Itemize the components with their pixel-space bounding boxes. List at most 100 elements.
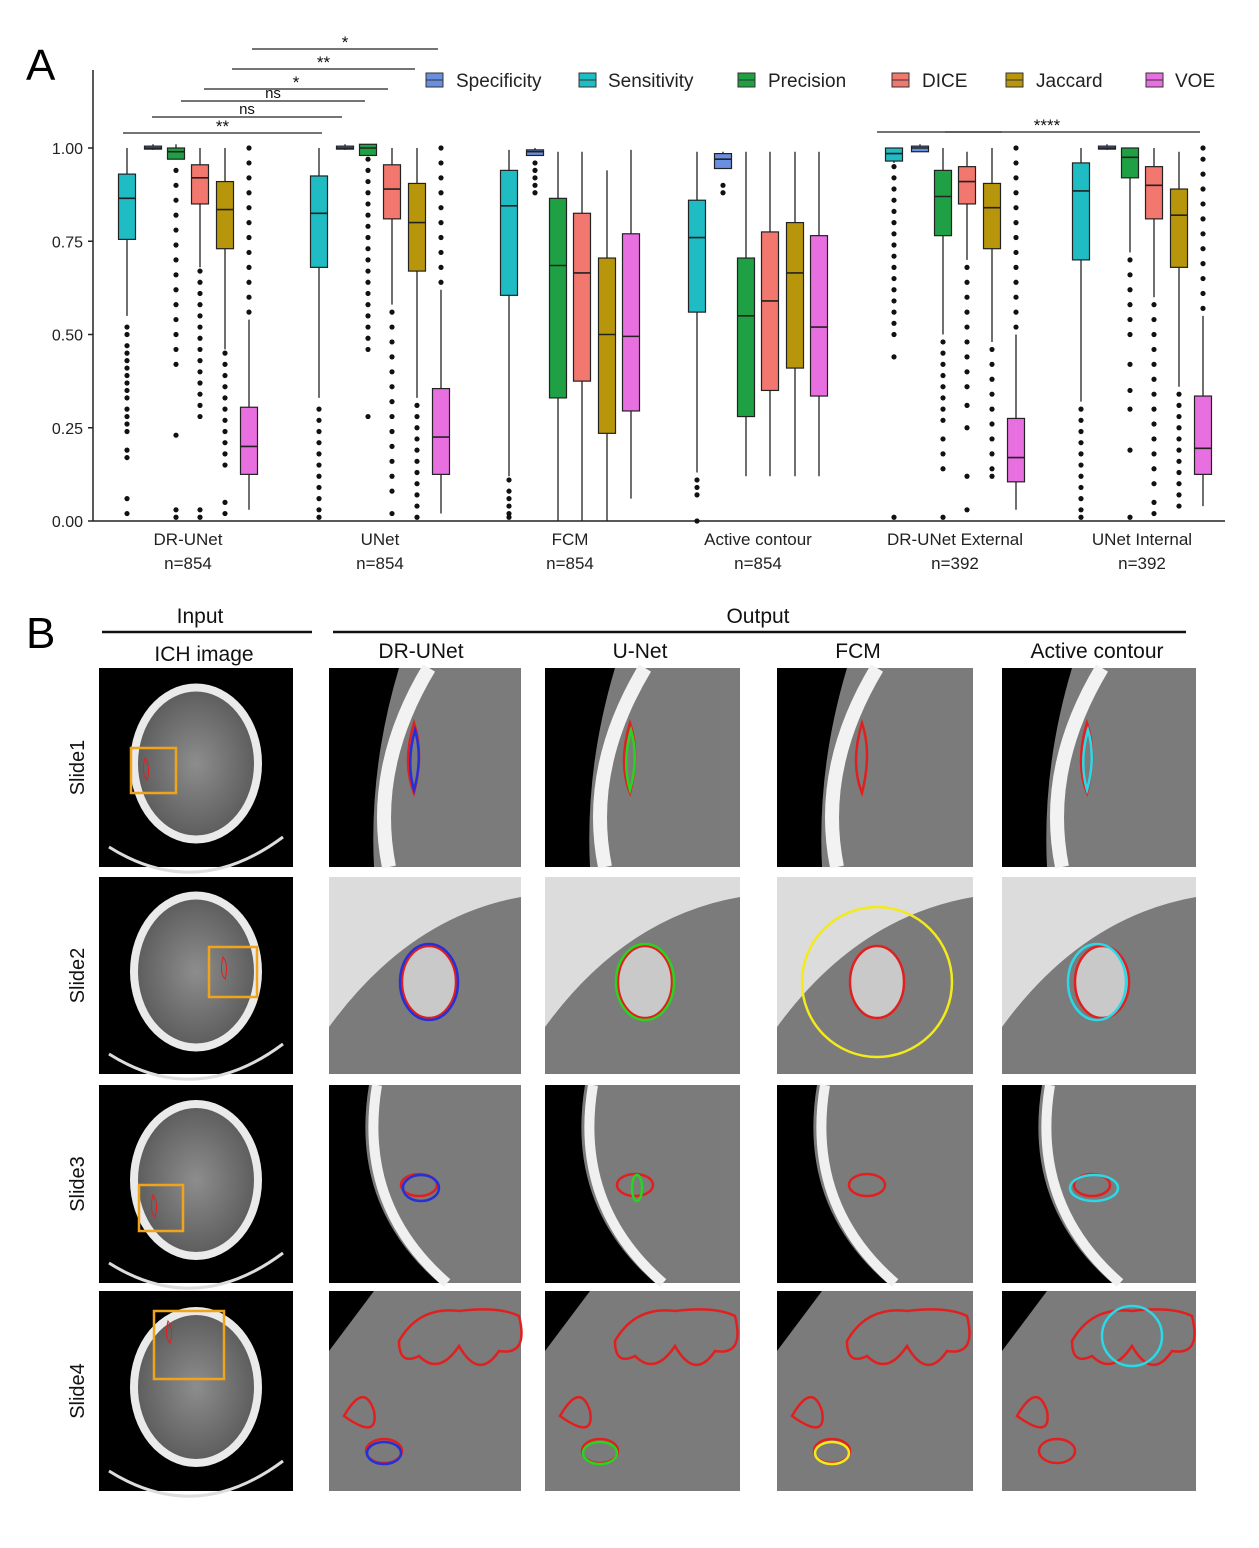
- unet-internal-voe-outlier: [1200, 186, 1206, 192]
- unet-internal-precision-outlier: [1127, 447, 1133, 453]
- unet-internal-voe-outlier: [1200, 216, 1206, 222]
- output-active-contour-slide3: [1002, 1084, 1196, 1287]
- unet-internal-precision-outlier: [1127, 331, 1133, 338]
- predicted-contour: [365, 1440, 403, 1466]
- active-contour-precision-box: [736, 257, 756, 418]
- dr-unet-dice-outlier: [197, 290, 203, 297]
- output-fcm-slide4: [777, 1291, 973, 1491]
- predicted-contour: [813, 1440, 851, 1466]
- fcm-specificity-outlier: [532, 160, 538, 166]
- hemorrhage-contour: [150, 1193, 158, 1218]
- row-label-slide4: Slide4: [67, 1363, 89, 1419]
- unet-sensitivity-outlier: [316, 417, 322, 423]
- dr-unet-dice-outlier: [197, 369, 203, 375]
- unet-voe-outlier: [438, 234, 444, 241]
- category-label-fcm: FCM: [552, 530, 589, 549]
- plot-axes: 0.00 0.25 0.50 0.75 1.00: [52, 70, 1225, 531]
- dr-unet-voe-outlier: [246, 294, 252, 300]
- dr-unet-external-sensitivity-outlier: [891, 208, 897, 215]
- box-group-dr-unet: [117, 144, 259, 520]
- category-n-dr-unet-external: n=392: [931, 554, 979, 573]
- unet-internal-precision-outlier: [1127, 257, 1133, 263]
- unet-sensitivity-outlier: [316, 451, 322, 457]
- unet-internal-precision-outlier: [1127, 302, 1133, 308]
- dr-unet-external-dice-outlier: [964, 264, 970, 270]
- unet-jaccard-box: [407, 182, 427, 272]
- dr-unet-external-precision-outlier: [940, 406, 946, 412]
- unet-jaccard-outlier: [414, 481, 420, 487]
- y-tick-label: 0.25: [52, 421, 83, 438]
- output-dr-unet-slide2: [329, 877, 521, 1074]
- box-group-unet: [309, 143, 451, 520]
- ground-truth-contour: [616, 944, 674, 1020]
- unet-internal-voe-box: [1193, 395, 1213, 475]
- dr-unet-jaccard-outlier: [222, 417, 228, 423]
- dr-unet-jaccard-outlier: [222, 462, 228, 468]
- skull-bone: [1041, 1084, 1124, 1287]
- category-n-unet: n=854: [356, 554, 404, 573]
- dr-unet-precision-outlier: [173, 432, 179, 438]
- outside-skull: [1002, 1291, 1047, 1351]
- unet-internal-jaccard-outlier: [1176, 503, 1182, 509]
- legend: Specificity Sensitivity Precision DICE Jacca…: [425, 71, 1215, 92]
- box-group-unet-internal: [1071, 144, 1213, 520]
- dr-unet-external-precision-box: [933, 169, 953, 237]
- hemorrhage-contour: [220, 955, 228, 980]
- dr-unet-dice-outlier: [197, 268, 203, 274]
- dr-unet-external-dice-outlier: [964, 354, 970, 360]
- roi-box: [207, 945, 259, 999]
- unet-dice-outlier: [389, 443, 395, 449]
- unet-dice-box: [382, 164, 402, 220]
- panel-b-letter: B: [26, 609, 55, 658]
- brain-tissue: [138, 691, 254, 836]
- ct-crop-background: [329, 1291, 521, 1491]
- fcm-jaccard-box: [597, 257, 617, 434]
- unet-internal-sensitivity-outlier: [1078, 406, 1084, 412]
- category-label-active-contour: Active contour: [704, 530, 812, 549]
- dr-unet-external-jaccard-outlier: [989, 406, 995, 412]
- unet-internal-jaccard-outlier: [1176, 425, 1182, 431]
- dr-unet-external-sensitivity-outlier: [891, 264, 897, 270]
- dr-unet-voe-outlier: [246, 145, 252, 151]
- dr-unet-precision-outlier: [173, 316, 179, 323]
- active-contour-sensitivity-box: [687, 199, 707, 313]
- unet-internal-precision-outlier: [1127, 406, 1133, 412]
- dr-unet-external-voe-outlier: [1013, 220, 1019, 226]
- dr-unet-jaccard-outlier: [222, 350, 228, 356]
- dr-unet-precision-outlier: [173, 182, 179, 188]
- dr-unet-dice-outlier: [197, 514, 203, 520]
- dr-unet-external-dice-outlier: [964, 507, 970, 513]
- dr-unet-precision-outlier: [173, 346, 179, 353]
- dr-unet-external-dice-outlier: [964, 339, 970, 345]
- fcm-specificity-outlier: [532, 190, 538, 196]
- skull-bone: [1002, 877, 1196, 1027]
- outside-skull: [777, 1291, 822, 1351]
- ground-truth-contour: [848, 944, 906, 1020]
- output-active-contour-slide4: [1002, 1291, 1196, 1491]
- predicted-contour: [401, 1173, 441, 1203]
- significance-label: *: [342, 33, 349, 52]
- unet-internal-jaccard-outlier: [1176, 481, 1182, 487]
- category-n-active-contour: n=854: [734, 554, 782, 573]
- unet-jaccard-outlier: [414, 492, 420, 498]
- outside-skull: [329, 1085, 439, 1283]
- ground-truth-contour: [342, 1396, 376, 1429]
- unet-dice-outlier: [389, 324, 395, 330]
- unet-precision-outlier: [365, 335, 371, 341]
- dr-unet-external-sensitivity-outlier: [891, 220, 897, 226]
- unet-dice-outlier: [389, 399, 395, 405]
- ct-crop-background: [545, 1291, 740, 1491]
- dr-unet-dice-outlier: [197, 391, 203, 397]
- dr-unet-external-sensitivity-outlier: [891, 275, 897, 282]
- dr-unet-external-precision-outlier: [940, 451, 946, 457]
- dr-unet-precision-outlier: [173, 507, 179, 513]
- unet-internal-dice-outlier: [1151, 331, 1157, 338]
- skull-bone: [545, 877, 740, 1027]
- outside-skull: [777, 1085, 887, 1283]
- dr-unet-jaccard-outlier: [222, 395, 228, 401]
- active-contour-sensitivity-outlier: [694, 518, 700, 524]
- dr-unet-voe-outlier: [246, 264, 252, 270]
- unet-precision-outlier: [365, 313, 371, 319]
- unet-precision-outlier: [365, 201, 371, 207]
- significance-label: ns: [265, 85, 281, 102]
